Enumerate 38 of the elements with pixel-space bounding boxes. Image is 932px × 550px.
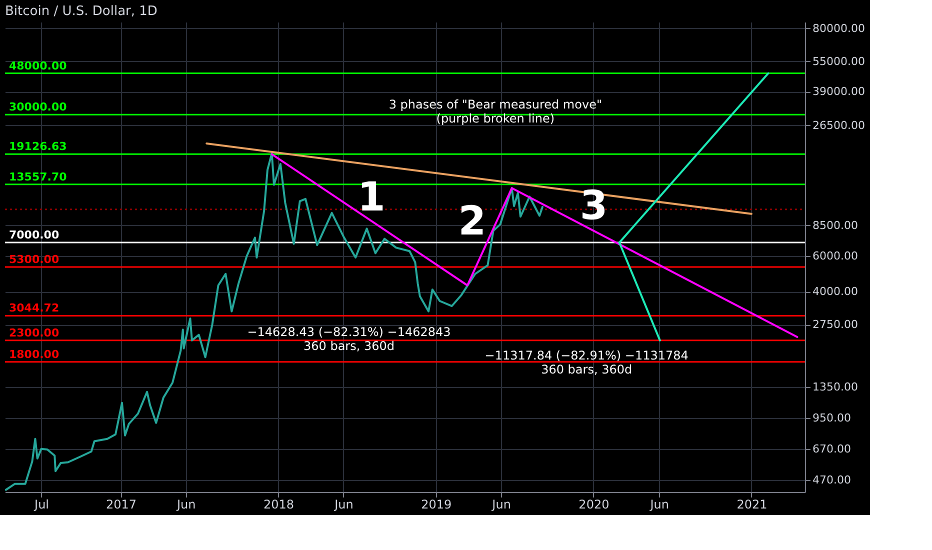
annotation: 3 phases of "Bear measured move" (purple broken line) <box>388 97 602 126</box>
x-tick-label: 2020 <box>578 498 610 512</box>
x-tick-label: Jun <box>649 498 669 512</box>
y-tick-label: 4000.00 <box>812 285 858 298</box>
y-tick-label: 6000.00 <box>812 250 858 263</box>
chart-title: Bitcoin / U.S. Dollar, 1D <box>5 4 158 19</box>
x-tick-label: Jul <box>34 498 50 512</box>
y-tick-label: 670.00 <box>812 442 851 456</box>
y-tick-label: 2750.00 <box>812 318 858 332</box>
y-tick-label: 1350.00 <box>812 380 858 394</box>
y-tick-label: 55000.00 <box>812 54 865 68</box>
x-tick-label: 2021 <box>736 498 768 512</box>
ref-line-label: 1800.00 <box>9 348 60 361</box>
y-tick-label: 80000.00 <box>812 22 865 35</box>
y-tick-label: 470.00 <box>812 473 851 486</box>
x-tick-label: Jun <box>491 498 511 512</box>
annotation: 1 <box>357 174 386 220</box>
y-tick-label: 8500.00 <box>812 218 858 232</box>
ref-line-label: 48000.00 <box>9 59 68 72</box>
x-tick-label: 2019 <box>421 498 452 512</box>
ref-line-label: 3044.72 <box>9 302 60 315</box>
annotation: 3 <box>580 183 608 230</box>
annotation: −14628.43 (−82.31%) −1462843 360 bars, 360d <box>247 325 451 354</box>
annotation: 2 <box>458 198 486 245</box>
ref-line-label: 13557.70 <box>9 170 68 184</box>
x-tick-label: 2017 <box>106 498 136 512</box>
x-tick-label: Jun <box>334 498 354 512</box>
x-tick-label: 2018 <box>264 498 294 512</box>
x-tick-label: Jun <box>176 498 196 512</box>
ref-line-label: 5300.00 <box>9 252 60 266</box>
y-tick-label: 950.00 <box>812 412 851 425</box>
ref-line-label: 19126.63 <box>9 140 67 154</box>
ref-line-label: 30000.00 <box>9 100 68 114</box>
annotation: −11317.84 (−82.91%) −1131784 360 bars, 360d <box>484 348 688 377</box>
ref-line-label: 7000.00 <box>9 228 60 242</box>
y-tick-label: 26500.00 <box>812 118 865 132</box>
y-tick-label: 39000.00 <box>812 85 865 98</box>
ref-line-label: 2300.00 <box>9 326 60 340</box>
